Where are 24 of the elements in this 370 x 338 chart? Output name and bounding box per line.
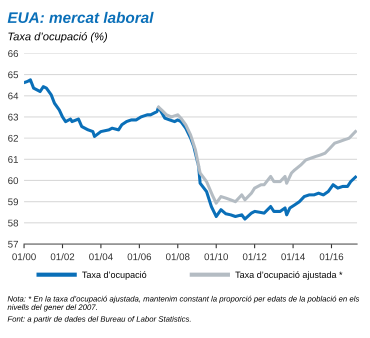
line-series: [157, 106, 357, 205]
x-tick-label: 01/10: [204, 253, 228, 260]
y-tick-label: 64: [8, 92, 18, 100]
x-tick-label: 01/16: [320, 253, 344, 260]
legend-label: Taxa d’ocupació ajustada *: [235, 271, 342, 280]
y-tick-label: 66: [8, 50, 18, 58]
y-tick-label: 61: [8, 156, 18, 163]
y-tick-label: 59: [8, 198, 18, 206]
y-tick-label: 60: [8, 177, 18, 184]
y-tick-label: 57: [8, 240, 18, 248]
x-tick-label: 01/04: [89, 253, 113, 260]
chart-subtitle: Taxa d’ocupació (%): [8, 32, 108, 43]
x-tick-label: 01/12: [242, 253, 266, 260]
y-tick-label: 58: [8, 220, 18, 226]
x-tick-label: 01/00: [12, 253, 36, 260]
y-tick-label: 65: [8, 71, 18, 78]
x-tick-label: 01/06: [128, 253, 152, 260]
x-tick-label: 01/14: [281, 253, 305, 260]
chart-title: EUA: mercat laboral: [8, 12, 154, 24]
legend-label: Taxa d’ocupació: [82, 271, 146, 280]
x-tick-label: 01/02: [50, 253, 74, 260]
x-tick-label: 01/08: [166, 253, 190, 260]
y-tick-label: 63: [8, 114, 18, 121]
y-tick-label: 62: [8, 134, 18, 142]
